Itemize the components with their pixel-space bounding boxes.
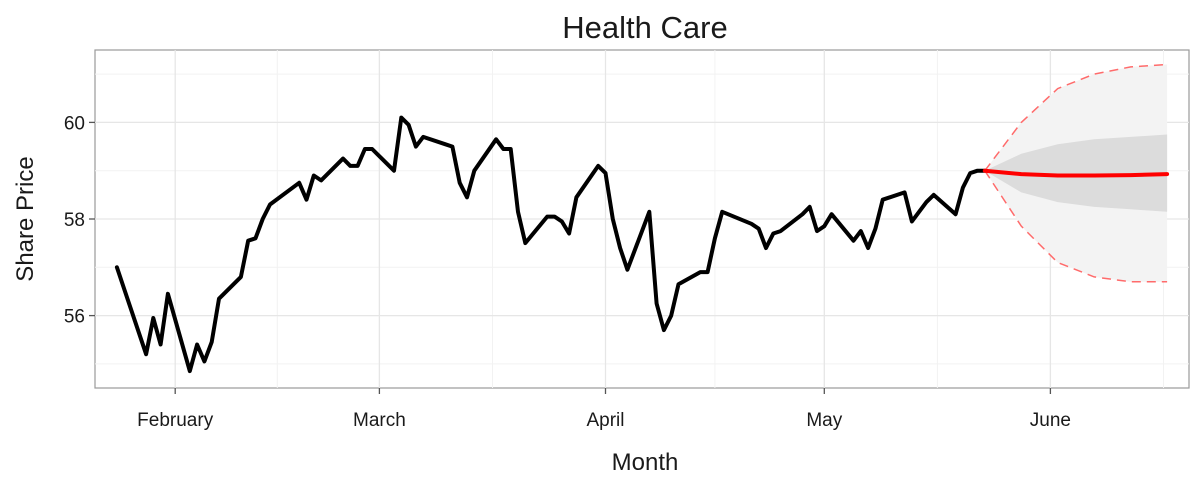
x-tick-label: May (806, 410, 842, 431)
x-axis-ticks: February March April May June (137, 388, 1071, 431)
y-axis-label: Share Price (12, 156, 39, 281)
y-tick-label: 56 (64, 307, 85, 328)
y-axis-ticks: 56 58 60 (64, 113, 95, 328)
upper-95-bound-line (984, 63, 1168, 172)
minor-gridlines (95, 50, 1189, 388)
series-lines (114, 63, 1170, 374)
y-tick-label: 60 (64, 113, 85, 134)
y-tick-label: 58 (64, 210, 85, 231)
history-series-line (114, 115, 987, 374)
x-axis-label: Month (612, 449, 679, 476)
x-tick-label: February (137, 410, 214, 431)
chart-title: Health Care (562, 10, 727, 45)
interval-80-band (984, 134, 1168, 212)
x-tick-label: April (586, 410, 624, 431)
x-tick-label: June (1030, 410, 1071, 431)
x-tick-label: March (353, 410, 406, 431)
forecast-intervals (984, 64, 1168, 282)
forecast-series-line (982, 168, 1170, 178)
lower-95-bound-line (984, 170, 1168, 283)
